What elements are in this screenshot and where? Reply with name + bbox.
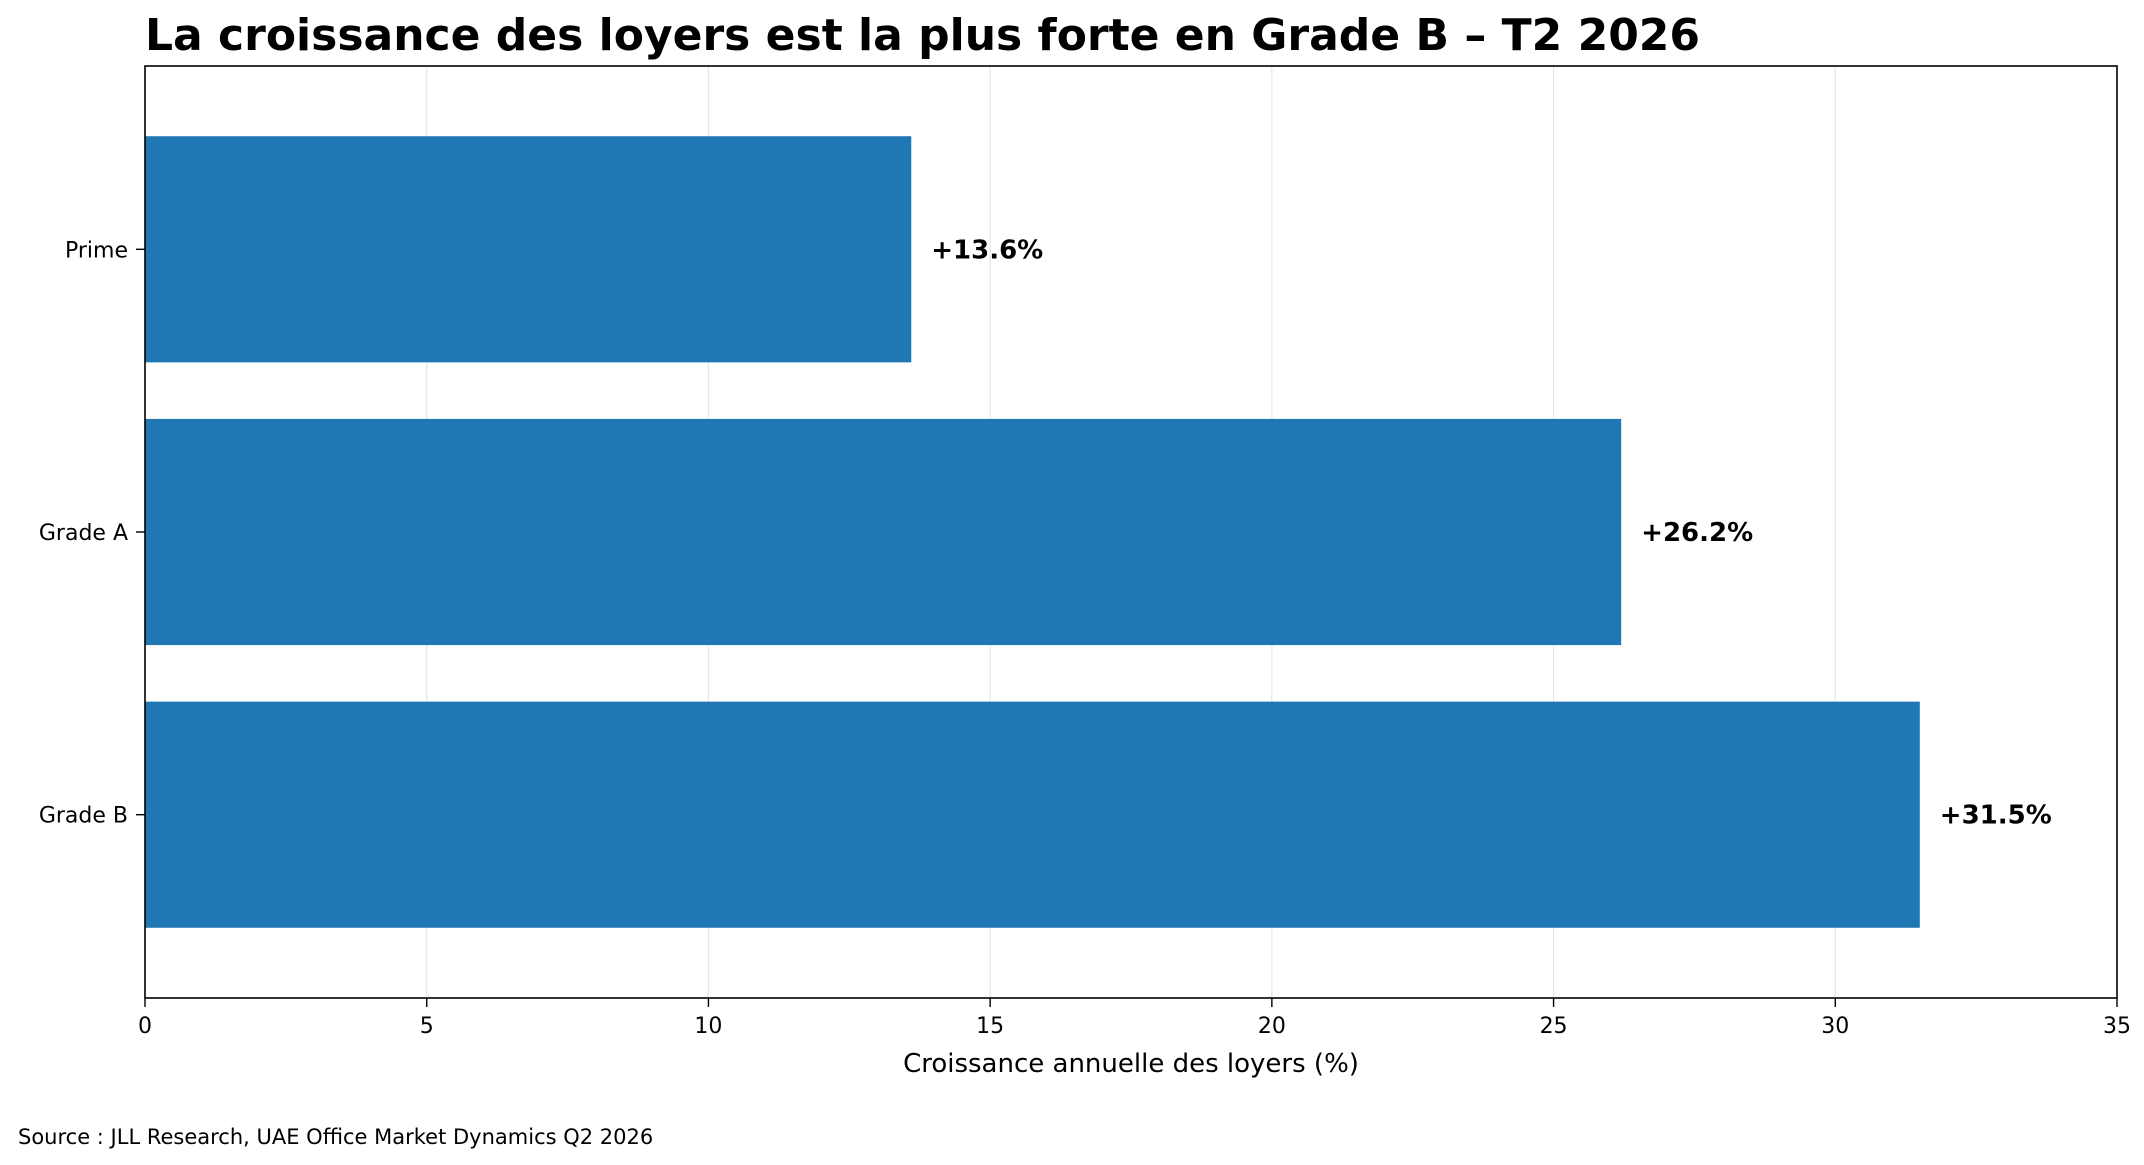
y-tick-label: Grade A — [39, 521, 128, 546]
x-tick-label: 35 — [2103, 1014, 2131, 1039]
x-tick-label: 0 — [138, 1014, 152, 1039]
x-axis-label: Croissance annuelle des loyers (%) — [903, 1049, 1359, 1079]
x-tick-label: 5 — [420, 1014, 434, 1039]
bar-value-label: +13.6% — [931, 235, 1043, 265]
chart-title: La croissance des loyers est la plus for… — [145, 10, 1700, 61]
x-axis-ticks: 0 5 10 15 20 25 30 35 — [138, 998, 2131, 1039]
y-axis-ticks: Prime Grade A Grade B — [39, 238, 145, 829]
x-tick-label: 20 — [1258, 1014, 1286, 1039]
bar-value-label: +26.2% — [1641, 518, 1753, 548]
x-tick-label: 25 — [1540, 1014, 1568, 1039]
x-tick-label: 10 — [694, 1014, 722, 1039]
bars — [145, 136, 1920, 928]
y-tick-label: Grade B — [39, 804, 128, 829]
y-tick-label: Prime — [65, 238, 128, 263]
x-tick-label: 15 — [976, 1014, 1004, 1039]
bar-value-label: +31.5% — [1940, 801, 2052, 831]
bar — [145, 136, 912, 363]
bar — [145, 701, 1920, 928]
source-note: Source : JLL Research, UAE Office Market… — [18, 1125, 653, 1149]
data-labels: +13.6% +26.2% +31.5% — [931, 235, 2052, 830]
bar — [145, 418, 1622, 646]
x-tick-label: 30 — [1821, 1014, 1849, 1039]
